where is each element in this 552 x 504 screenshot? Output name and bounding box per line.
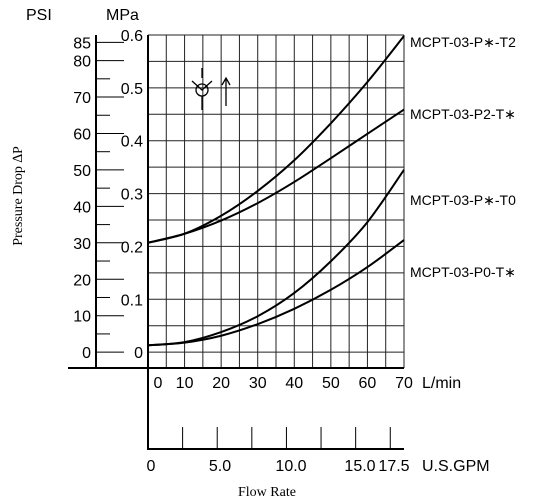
x-tick-label: 50	[322, 375, 340, 392]
x-unit-label: L/min	[422, 375, 461, 392]
x-tick-label: 30	[249, 375, 267, 392]
series-label-1: MCPT-03-P∗-T2	[410, 34, 516, 50]
x-tick-label: 0	[154, 375, 163, 392]
x-tick-label: 40	[285, 375, 303, 392]
psi-tick-label: 10	[73, 309, 91, 326]
psi-tick-marks	[96, 41, 124, 353]
gpm-unit-label: U.S.GPM	[422, 458, 490, 475]
series-line-2	[147, 108, 405, 244]
psi-tick-label: 60	[73, 126, 91, 143]
gpm-tick-label: 10.0	[275, 458, 306, 475]
psi-tick-label: 85	[73, 35, 91, 52]
psi-tick-label: 40	[73, 199, 91, 216]
psi-tick-label: 70	[73, 90, 91, 107]
gpm-tick-label: 0	[147, 458, 156, 475]
check-valve-icon	[191, 68, 231, 110]
series-label-4: MCPT-03-P0-T∗	[410, 264, 516, 280]
x-tick-label: 10	[176, 375, 194, 392]
series-label-3: MCPT-03-P∗-T0	[410, 192, 516, 208]
psi-tick-label: 20	[73, 272, 91, 289]
x-tick-labels: 0 10 20 30 40 50 60 70	[154, 375, 413, 392]
psi-tick-label: 0	[82, 345, 91, 362]
chart-grid	[148, 34, 405, 368]
psi-unit-label: PSI	[26, 7, 52, 24]
psi-tick-label: 50	[73, 163, 91, 180]
gpm-tick-labels: 0 5.0 10.0 15.0 17.5	[147, 458, 410, 475]
series-line-4	[147, 239, 405, 347]
gpm-tick-label: 17.5	[378, 458, 409, 475]
series-label-2: MCPT-03-P2-T∗	[410, 106, 516, 122]
x-tick-label: 60	[359, 375, 377, 392]
gpm-tick-label: 5.0	[209, 458, 231, 475]
gpm-tick-label: 15.0	[344, 458, 375, 475]
psi-tick-label: 80	[73, 54, 91, 71]
psi-tick-labels: 0 10 20 30 40 50 60 70 80 85	[73, 35, 91, 362]
mpa-tick-label: 0	[134, 345, 143, 362]
series-labels: MCPT-03-P∗-T2 MCPT-03-P2-T∗ MCPT-03-P∗-T0 M…	[410, 34, 516, 280]
mpa-unit-label: MPa	[106, 7, 139, 24]
mpa-tick-label: 0.4	[121, 134, 143, 151]
y-axis-title: Pressure Drop ∆P	[11, 146, 26, 246]
mpa-tick-label: 0.2	[121, 239, 143, 256]
mpa-tick-label: 0.5	[121, 81, 143, 98]
x-axis-title: Flow Rate	[238, 485, 296, 500]
mpa-tick-label: 0.3	[121, 187, 143, 204]
mpa-tick-label: 0.6	[121, 28, 143, 45]
psi-tick-label: 30	[73, 236, 91, 253]
gpm-tick-marks	[182, 427, 391, 449]
mpa-tick-label: 0.1	[121, 292, 143, 309]
chart-series	[147, 35, 405, 347]
x-tick-label: 20	[212, 375, 230, 392]
x-tick-label: 70	[395, 375, 413, 392]
mpa-tick-labels: 0 0.1 0.2 0.3 0.4 0.5 0.6	[121, 28, 143, 362]
